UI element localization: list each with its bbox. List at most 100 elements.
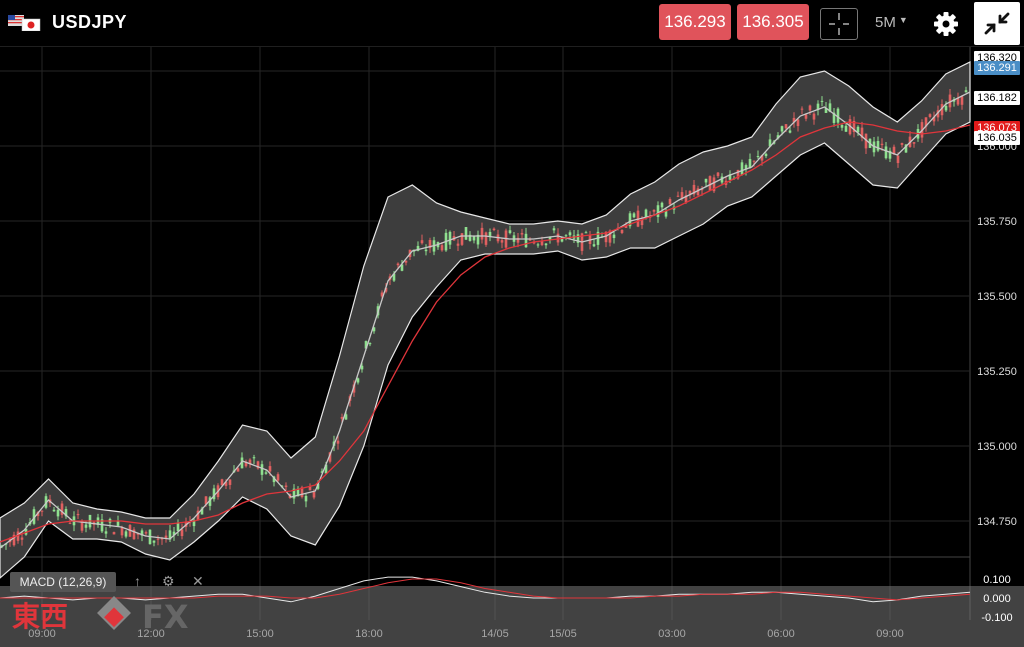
candle-body bbox=[944, 105, 948, 111]
candle-body bbox=[704, 178, 708, 183]
candle-body bbox=[60, 503, 64, 515]
candle-body bbox=[836, 108, 840, 123]
candle-body bbox=[568, 232, 572, 236]
candle-body bbox=[716, 172, 720, 177]
candle-body bbox=[192, 520, 196, 527]
macd-indicator-label[interactable]: MACD (12,26,9) bbox=[10, 572, 116, 592]
candle-body bbox=[308, 486, 312, 491]
candle-body bbox=[936, 110, 940, 118]
candle-body bbox=[76, 513, 80, 516]
bb-upper-price-label: 136.182 bbox=[974, 91, 1020, 105]
candle-body bbox=[236, 468, 240, 472]
y-tick-label: 135.250 bbox=[977, 366, 1017, 378]
candle-body bbox=[228, 479, 232, 485]
candle-body bbox=[680, 192, 684, 199]
candle-body bbox=[564, 235, 568, 237]
candle-body bbox=[396, 263, 400, 266]
moving-average-line bbox=[0, 121, 971, 543]
touzai-fx-logo: 東西 FX bbox=[12, 596, 189, 636]
candle-body bbox=[940, 104, 944, 116]
timeframe-dropdown[interactable]: 5M ▼ bbox=[875, 14, 908, 31]
candle-body bbox=[932, 116, 936, 122]
arrow-up-icon[interactable]: ↑ bbox=[134, 573, 141, 589]
candle-body bbox=[364, 341, 368, 349]
bb-lower-price-label: 136.035 bbox=[974, 131, 1020, 145]
candle-body bbox=[740, 162, 744, 175]
logo-kanji: 東西 bbox=[12, 600, 68, 633]
candle-body bbox=[812, 113, 816, 120]
candle-body bbox=[656, 205, 660, 218]
candle-body bbox=[796, 119, 800, 127]
candle-body bbox=[756, 156, 760, 158]
current-price-label: 136.291 bbox=[974, 61, 1020, 75]
gear-icon[interactable]: ⚙ bbox=[162, 573, 175, 589]
candle-body bbox=[660, 202, 664, 208]
price-chart[interactable]: 136.250136.000135.750135.500135.250135.0… bbox=[0, 47, 1024, 647]
candle-body bbox=[516, 237, 520, 243]
candle-body bbox=[692, 184, 696, 195]
candle-body bbox=[12, 534, 16, 546]
candle-body bbox=[64, 509, 68, 517]
candle-body bbox=[620, 229, 624, 234]
candle-body bbox=[816, 103, 820, 110]
candle-body bbox=[224, 481, 228, 486]
candle-body bbox=[644, 209, 648, 219]
candle-body bbox=[252, 457, 256, 459]
candle-body bbox=[172, 531, 176, 536]
candle-body bbox=[340, 416, 344, 419]
candle-body bbox=[484, 232, 488, 245]
candle-body bbox=[628, 213, 632, 227]
candle-body bbox=[180, 529, 184, 537]
candle-body bbox=[200, 508, 204, 515]
candle-body bbox=[264, 472, 268, 474]
candle-body bbox=[688, 190, 692, 194]
candle-body bbox=[520, 232, 524, 235]
candle-body bbox=[392, 273, 396, 281]
candle-body bbox=[424, 249, 428, 252]
candle-body bbox=[924, 117, 928, 127]
candle-body bbox=[476, 234, 480, 245]
candle-body bbox=[676, 195, 680, 197]
candle-body bbox=[592, 244, 596, 247]
candle-body bbox=[84, 524, 88, 528]
candle-body bbox=[700, 188, 704, 191]
candle-body bbox=[752, 160, 756, 162]
candle-body bbox=[556, 233, 560, 243]
candle-body bbox=[824, 107, 828, 113]
candle-body bbox=[116, 520, 120, 526]
candle-body bbox=[800, 108, 804, 110]
candle-body bbox=[44, 496, 48, 508]
candle-body bbox=[560, 237, 564, 242]
chart-grid bbox=[0, 47, 971, 620]
candle-body bbox=[544, 243, 548, 246]
top-bar: USDJPY 136.293 136.305 5M ▼ bbox=[0, 0, 1024, 47]
crosshair-icon bbox=[829, 13, 849, 35]
settings-button[interactable] bbox=[930, 8, 962, 40]
candle-body bbox=[440, 245, 444, 251]
candle-body bbox=[928, 114, 932, 117]
candle-body bbox=[956, 97, 960, 105]
candle-body bbox=[856, 126, 860, 133]
collapse-button[interactable] bbox=[974, 2, 1020, 45]
candle-body bbox=[40, 510, 44, 512]
candle-body bbox=[528, 239, 532, 241]
symbol-title[interactable]: USDJPY bbox=[52, 12, 128, 32]
candle-body bbox=[668, 199, 672, 205]
candle-body bbox=[456, 243, 460, 246]
sell-price-button[interactable]: 136.293 bbox=[659, 4, 731, 40]
candle-body bbox=[164, 535, 168, 539]
candle-body bbox=[296, 488, 300, 497]
candle-body bbox=[852, 120, 856, 132]
crosshair-button[interactable] bbox=[820, 8, 858, 40]
logo-fx: FX bbox=[142, 598, 189, 636]
candle-body bbox=[864, 133, 868, 149]
candle-body bbox=[404, 260, 408, 263]
close-icon[interactable]: ✕ bbox=[192, 573, 204, 589]
buy-price-button[interactable]: 136.305 bbox=[737, 4, 809, 40]
candle-body bbox=[964, 90, 968, 93]
macd-axis-label: 0.100 bbox=[983, 574, 1011, 586]
candle-body bbox=[524, 233, 528, 248]
candle-body bbox=[260, 464, 264, 475]
candle-body bbox=[584, 232, 588, 234]
candle-body bbox=[132, 529, 136, 540]
